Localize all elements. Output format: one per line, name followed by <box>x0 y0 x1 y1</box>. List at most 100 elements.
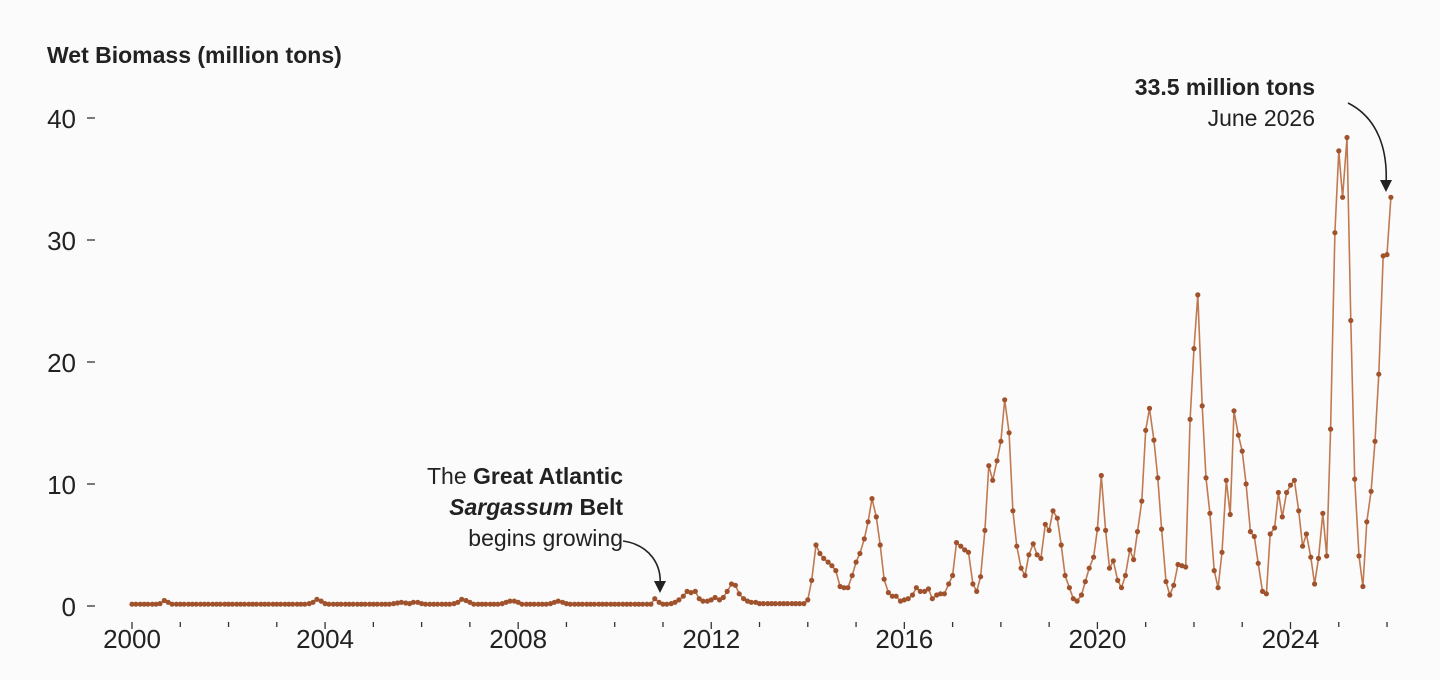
data-point <box>889 593 895 599</box>
data-point <box>1134 529 1141 535</box>
data-point <box>1175 561 1181 568</box>
data-point <box>181 601 187 607</box>
data-point <box>917 588 923 595</box>
data-point <box>1118 585 1125 591</box>
data-point <box>286 601 292 607</box>
data-point <box>1300 543 1306 549</box>
y-tick-label: 30 <box>47 226 76 256</box>
data-point <box>250 601 256 607</box>
data-point <box>664 601 670 607</box>
data-point <box>845 585 851 591</box>
data-point <box>857 550 863 557</box>
data-point <box>201 601 207 607</box>
x-tick-label: 2016 <box>875 624 933 654</box>
data-point <box>809 577 815 584</box>
data-point <box>1127 547 1133 553</box>
data-point <box>1006 430 1012 436</box>
series-line <box>132 136 1392 605</box>
data-point <box>229 601 235 607</box>
data-point <box>137 601 143 607</box>
data-point <box>294 601 300 607</box>
data-point <box>141 601 147 607</box>
data-point <box>1291 477 1297 483</box>
data-point <box>338 601 344 607</box>
data-point <box>861 536 867 542</box>
data-point <box>1348 317 1354 324</box>
belt-arrow <box>622 540 661 587</box>
data-point <box>1344 134 1350 141</box>
data-point <box>503 599 509 605</box>
data-point <box>225 601 232 607</box>
data-point <box>1239 448 1245 454</box>
data-point <box>777 601 783 607</box>
data-point <box>1352 476 1358 482</box>
data-point <box>588 601 594 607</box>
data-point <box>732 582 739 588</box>
data-point <box>837 583 843 590</box>
data-point <box>222 601 228 607</box>
data-point <box>1146 405 1153 411</box>
data-point <box>941 591 948 597</box>
data-point <box>881 576 887 582</box>
data-point <box>1287 482 1294 488</box>
peak-annotation-value: 33.5 million tons <box>1134 74 1315 100</box>
data-point <box>427 601 433 607</box>
data-point <box>298 601 304 607</box>
data-point <box>676 597 682 603</box>
data-point <box>431 601 437 607</box>
data-point <box>382 601 388 607</box>
data-point <box>1058 542 1064 548</box>
data-point <box>1332 230 1338 236</box>
data-point <box>1183 564 1189 570</box>
data-point <box>1384 252 1390 258</box>
data-point <box>1151 437 1157 443</box>
data-point <box>789 601 795 607</box>
data-point <box>684 588 690 595</box>
data-point <box>950 572 956 579</box>
data-point <box>1356 553 1362 559</box>
data-point <box>1328 426 1334 432</box>
data-point <box>1002 397 1008 403</box>
data-point <box>1195 292 1201 298</box>
belt-annotation-belt: Belt <box>573 494 623 520</box>
data-point <box>326 601 332 607</box>
data-point <box>507 598 513 604</box>
data-point <box>1215 585 1221 591</box>
data-point <box>1042 521 1048 527</box>
data-point <box>133 601 139 607</box>
data-point <box>1122 572 1128 579</box>
data-point <box>334 601 340 607</box>
data-point <box>756 601 763 607</box>
data-point <box>692 588 698 595</box>
data-point <box>1115 577 1121 584</box>
data-point <box>620 601 626 607</box>
data-point <box>1368 488 1374 494</box>
belt-annotation-name: Great Atlantic <box>473 463 623 489</box>
data-point <box>833 568 839 574</box>
data-point <box>1259 588 1266 595</box>
data-point <box>318 598 324 604</box>
data-point <box>165 599 171 605</box>
data-point <box>873 514 879 520</box>
data-point <box>354 601 360 607</box>
peak-annotation: 33.5 million tons June 2026 <box>1135 72 1315 134</box>
data-point <box>978 574 984 580</box>
data-point <box>781 601 787 607</box>
data-point <box>885 590 892 596</box>
data-point <box>640 601 646 607</box>
x-tick-label: 2004 <box>296 624 354 654</box>
data-point <box>652 596 658 602</box>
data-point <box>1074 598 1080 604</box>
y-tick-label: 20 <box>47 348 76 378</box>
data-point <box>410 599 416 605</box>
data-point <box>398 599 404 605</box>
data-point <box>246 601 252 607</box>
data-point <box>258 601 264 607</box>
data-point <box>648 601 654 607</box>
data-point <box>1267 531 1273 537</box>
data-point <box>700 598 706 604</box>
data-point <box>784 601 791 607</box>
data-point <box>282 601 288 607</box>
data-point <box>366 601 373 607</box>
